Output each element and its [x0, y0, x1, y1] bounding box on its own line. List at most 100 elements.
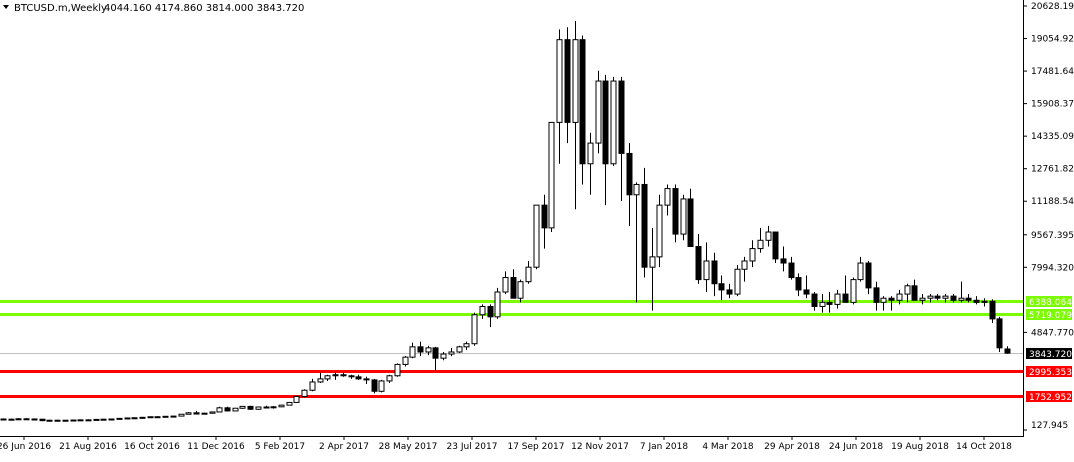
candle-body-bear — [54, 419, 61, 422]
candle — [209, 411, 216, 414]
candle — [270, 406, 277, 409]
candle-body-bull — [185, 412, 192, 415]
candle-body-bull — [734, 268, 741, 295]
candle-body-bear — [31, 418, 38, 421]
candle — [680, 194, 687, 241]
candle-body-bear — [564, 39, 571, 123]
candle-body-bull — [131, 417, 138, 420]
candle-body-bear — [989, 300, 996, 320]
candle — [371, 378, 378, 394]
candle-body-bear — [247, 405, 254, 410]
candle-body-bull — [749, 248, 756, 262]
candle-body-bull — [819, 301, 826, 307]
level-tag-bg — [1026, 296, 1072, 307]
candle — [348, 374, 355, 379]
candle-body-bull — [904, 285, 911, 295]
candle-body-bull — [664, 188, 671, 206]
candle — [726, 283, 733, 299]
candle-body-bear — [772, 231, 779, 260]
candle-body-bull — [216, 407, 223, 413]
candle-body-bull — [386, 375, 393, 382]
candle-body-bull — [232, 407, 239, 412]
candle — [618, 76, 625, 202]
x-tick-label: 5 Feb 2017 — [255, 442, 305, 452]
candle-body-bear — [355, 376, 362, 380]
candle-body-bull — [680, 198, 687, 235]
candle — [425, 345, 432, 356]
candle — [463, 341, 470, 350]
candle-body-bear — [641, 183, 648, 268]
x-tick-label: 23 Jul 2017 — [447, 442, 498, 452]
candle-body-bear — [602, 80, 609, 165]
candle — [15, 418, 22, 421]
candle — [911, 279, 918, 301]
y-tick-label: 12761.820 — [1031, 165, 1074, 175]
candle-body-bear — [672, 188, 679, 235]
candle-body-bull — [70, 419, 77, 422]
candle — [494, 287, 501, 319]
candle — [610, 76, 617, 166]
current-price-tag: 3843.720 — [1026, 348, 1072, 360]
candle — [572, 21, 579, 210]
candle — [919, 294, 926, 305]
candle-body-bull — [15, 418, 22, 421]
candle-body-bear — [541, 204, 548, 229]
candle-body-bear — [1004, 348, 1011, 354]
candle-body-bull — [409, 346, 416, 358]
candle — [456, 345, 463, 354]
candle — [487, 304, 494, 328]
chart-header: BTCUSD.m,Weekly 4044.160 4174.860 3814.0… — [3, 3, 304, 14]
candle-body-bull — [317, 378, 324, 383]
candle — [950, 294, 957, 303]
candle-body-bull — [270, 406, 277, 409]
candle-body-bear — [23, 418, 30, 421]
candle-body-bull — [162, 415, 169, 418]
candle-body-bull — [572, 39, 579, 123]
candle-body-bull — [170, 415, 177, 418]
candle — [942, 294, 949, 303]
candle-body-bull — [479, 305, 486, 316]
candle-body-bear — [371, 379, 378, 392]
candle — [626, 143, 633, 226]
candle — [973, 296, 980, 305]
candle-body-bull — [402, 356, 409, 365]
candle-body-bull — [209, 411, 216, 414]
candle — [734, 265, 741, 297]
candle — [842, 275, 849, 303]
candle-body-bull — [471, 314, 478, 345]
candle-body-bull — [942, 295, 949, 299]
candle-body-bull — [595, 80, 602, 144]
x-tick-label: 12 Nov 2017 — [571, 442, 629, 452]
candle — [216, 406, 223, 413]
candle-body-bear — [363, 378, 370, 381]
candle — [116, 417, 123, 420]
candle-body-bull — [124, 417, 131, 420]
candle-body-bull — [656, 204, 663, 258]
candle-body-bull — [587, 142, 594, 165]
candle — [417, 341, 424, 357]
candle-body-bear — [263, 406, 270, 409]
candle — [664, 184, 671, 216]
candle — [100, 418, 107, 421]
candle — [996, 316, 1003, 352]
candle-body-bull — [834, 293, 841, 305]
candle — [1004, 346, 1011, 354]
candle — [772, 231, 779, 264]
x-tick-label: 19 Aug 2018 — [891, 442, 949, 452]
candle — [263, 405, 270, 409]
candle-body-bull — [896, 293, 903, 301]
candle-body-bull — [463, 343, 470, 348]
candle-body-bull — [8, 418, 15, 421]
level-tag-label: 6388.064 — [1029, 298, 1072, 308]
candle-body-bull — [278, 404, 285, 408]
x-tick-label: 2 Apr 2017 — [319, 442, 369, 452]
candle-body-bull — [332, 374, 339, 377]
candle — [757, 227, 764, 253]
x-tick-label: 11 Dec 2016 — [187, 442, 245, 452]
candle — [301, 389, 308, 398]
candle — [147, 416, 154, 419]
candle-body-bear — [39, 418, 46, 422]
candle — [672, 184, 679, 243]
